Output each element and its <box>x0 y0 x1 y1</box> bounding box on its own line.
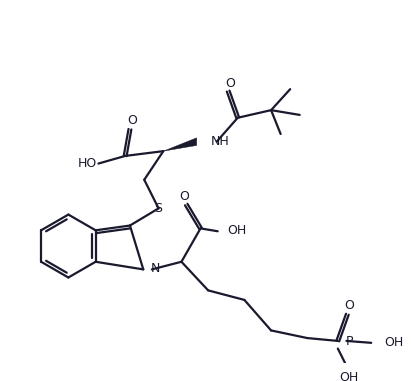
Text: NH: NH <box>211 135 230 148</box>
Text: OH: OH <box>384 336 404 349</box>
Text: O: O <box>179 190 189 203</box>
Text: P: P <box>346 335 353 348</box>
Text: O: O <box>127 114 137 127</box>
Text: S: S <box>154 202 163 215</box>
Text: O: O <box>225 77 235 90</box>
Text: OH: OH <box>339 371 359 381</box>
Text: N: N <box>151 262 160 275</box>
Text: HO: HO <box>77 157 96 170</box>
Text: O: O <box>344 299 354 312</box>
Text: OH: OH <box>227 224 246 237</box>
Polygon shape <box>163 138 197 151</box>
